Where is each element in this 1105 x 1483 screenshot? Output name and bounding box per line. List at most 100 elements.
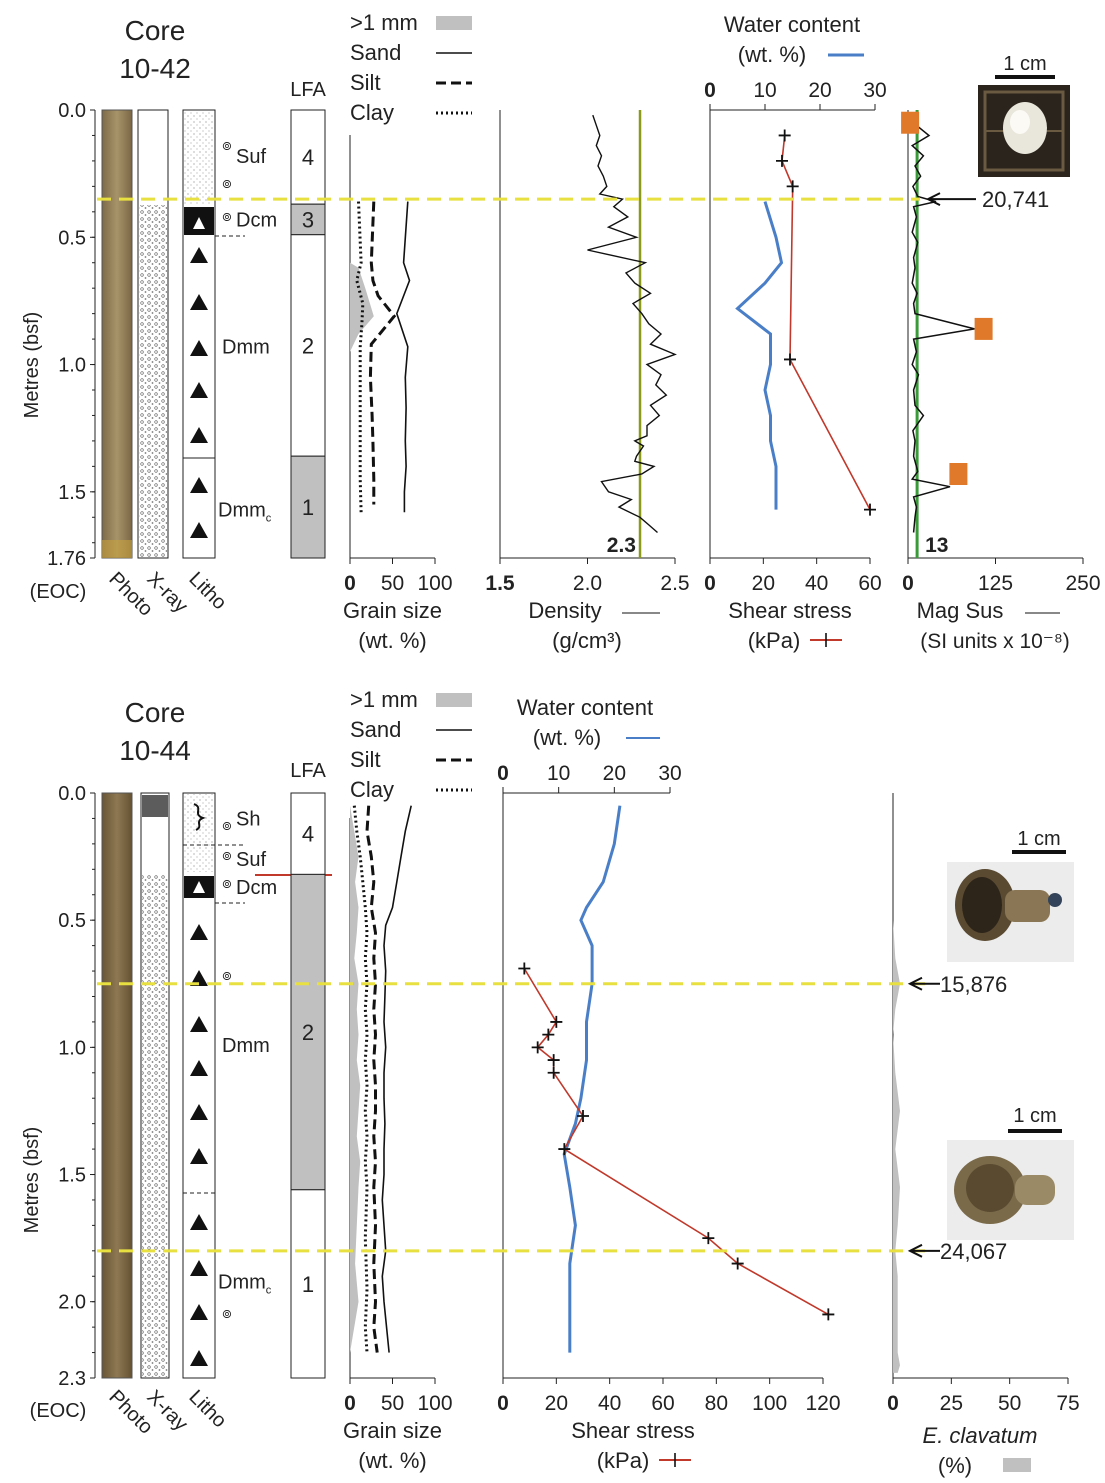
depth-axis: 0.0 0.5 1.0 1.5 2.0 2.3 <box>58 783 96 1390</box>
diamict-triangle <box>190 247 208 263</box>
lfa-unit-label: 2 <box>302 1020 314 1045</box>
x-tick-label: 20 <box>545 1392 568 1415</box>
x2-axis-unit: (wt. %) <box>738 42 806 67</box>
x-tick-label: 125 <box>978 572 1013 595</box>
x-tick-label: 250 <box>1065 572 1100 595</box>
series-sand <box>381 805 412 1353</box>
column-label: Litho <box>184 1386 230 1432</box>
scale-bar-label: 1 cm <box>1017 828 1060 850</box>
depth-tick-label: 1.0 <box>58 355 86 377</box>
facies-label: Dcm <box>236 877 277 899</box>
diamict-triangle <box>190 382 208 398</box>
panel-core-10-42: Core 10-42 LFA Metres (bsf) 0.0 0.5 1.0 1.5… <box>21 10 1101 653</box>
series-water-content <box>735 201 784 510</box>
x-tick-label: 40 <box>598 1392 621 1415</box>
series-silt <box>368 201 397 505</box>
shear-stress-point <box>577 1110 589 1123</box>
legend-label: Silt <box>350 70 381 95</box>
shell-icon: ๏ <box>222 967 232 984</box>
shear-stress-point <box>542 1028 555 1041</box>
depth-tick-label: 1.76 <box>47 548 86 570</box>
shear-stress-point <box>558 1143 571 1156</box>
lfa-unit-label: 2 <box>302 333 314 358</box>
diamict-triangle <box>190 1260 208 1276</box>
facies-label: Dmmc <box>218 500 272 525</box>
lfa-unit-label: 4 <box>302 145 314 170</box>
shear-stress-point <box>550 1015 563 1028</box>
core-photo <box>101 109 133 559</box>
series-mag-sus <box>910 114 975 533</box>
facies-label: Sh <box>236 808 260 830</box>
grain-size-plot: 0 50 100 Grain size (wt. %) <box>343 805 453 1473</box>
x-axis-label: Grain size <box>343 1418 442 1443</box>
legend-label: >1 mm <box>350 10 418 35</box>
age-arrow <box>907 1243 940 1258</box>
facies-label: Dmm <box>222 337 270 359</box>
core-title-line1: Core <box>125 697 186 728</box>
age-label: 15,876 <box>940 972 1007 997</box>
xray-clasts <box>142 875 168 1377</box>
x-tick-label: 120 <box>805 1392 840 1415</box>
series-clay <box>355 201 365 513</box>
facies-label: Dcm <box>236 209 277 231</box>
x-axis-unit: (SI units x 10⁻⁸) <box>920 630 1070 653</box>
shell-icon: ๏ <box>222 208 232 225</box>
x2-axis-label: Water content <box>724 12 860 37</box>
depth-tick-label: 0.5 <box>58 910 86 932</box>
x-tick-label: 0 <box>887 1392 899 1415</box>
series-water-content <box>562 805 622 1353</box>
lfa-column: 4 2 1 <box>290 792 326 1379</box>
litho-sand-unit <box>184 111 214 205</box>
lfa-unit <box>290 455 326 559</box>
diamict-triangle <box>190 427 208 443</box>
shear-stress-point <box>864 503 876 516</box>
fossil-photo-1 <box>947 862 1074 962</box>
legend-swatch <box>1003 1458 1031 1472</box>
x-axis-unit: (g/cm³) <box>552 628 622 653</box>
e-clavatum-area <box>893 920 900 1373</box>
column-label: Litho <box>184 568 230 614</box>
x-tick-label: 40 <box>805 572 828 595</box>
x-tick-label: 60 <box>651 1392 674 1415</box>
diamict-triangle <box>190 1016 208 1032</box>
e-clavatum-plot: 0 25 50 75 E. clavatum (%) <box>887 793 1080 1478</box>
shell-icon: ๏ <box>222 817 232 834</box>
mag-sus-plot: 0 125 250 Mag Sus (SI units x 10⁻⁸) 13 <box>901 110 1101 653</box>
depth-tick-label: 1.5 <box>58 482 86 504</box>
x-tick-label: 60 <box>858 572 881 595</box>
diamict-triangle <box>190 1148 208 1164</box>
x2-tick-label: 0 <box>497 762 509 785</box>
highlight-lines: 20,741 15,876 24,067 <box>97 187 1049 1264</box>
x-axis-label: Density <box>528 598 601 623</box>
x-axis-unit: (wt. %) <box>358 628 426 653</box>
legend: >1 mm Sand Silt Clay <box>350 10 472 125</box>
legend-label: Silt <box>350 747 381 772</box>
panel-core-10-44: Core 10-44 LFA Metres (bsf) 0.0 0.5 1.0 1.5… <box>21 687 1080 1478</box>
litho-sand-unit <box>184 794 214 872</box>
legend-swatch <box>436 693 472 707</box>
age-label: 24,067 <box>940 1239 1007 1264</box>
xray-top-dark <box>142 795 168 817</box>
lfa-unit-label: 1 <box>302 495 314 520</box>
x-axis-label: Shear stress <box>728 598 852 623</box>
scale-bar-label: 1 cm <box>1003 53 1046 75</box>
shear-stress-point <box>778 129 791 142</box>
x-axis-unit: (wt. %) <box>358 1448 426 1473</box>
diamict-triangle <box>190 294 208 310</box>
legend-label: Sand <box>350 717 401 742</box>
legend-swatch <box>436 16 472 30</box>
x2-tick-label: 10 <box>547 762 570 785</box>
age-sample-marker <box>974 317 993 340</box>
shear-stress-point <box>822 1308 835 1321</box>
x-tick-label: 0 <box>704 572 716 595</box>
x-tick-label: 0 <box>497 1392 509 1415</box>
density-plot: 1.5 2.0 2.5 Density (g/cm³) 2.3 <box>485 110 690 653</box>
lfa-unit-label: 3 <box>302 207 314 232</box>
facies-label: Suf <box>236 849 266 871</box>
x-axis-label: E. clavatum <box>923 1423 1038 1448</box>
lfa-unit-label: 4 <box>302 822 314 847</box>
series-silt <box>365 805 379 1353</box>
shear-stress-point <box>784 353 796 366</box>
